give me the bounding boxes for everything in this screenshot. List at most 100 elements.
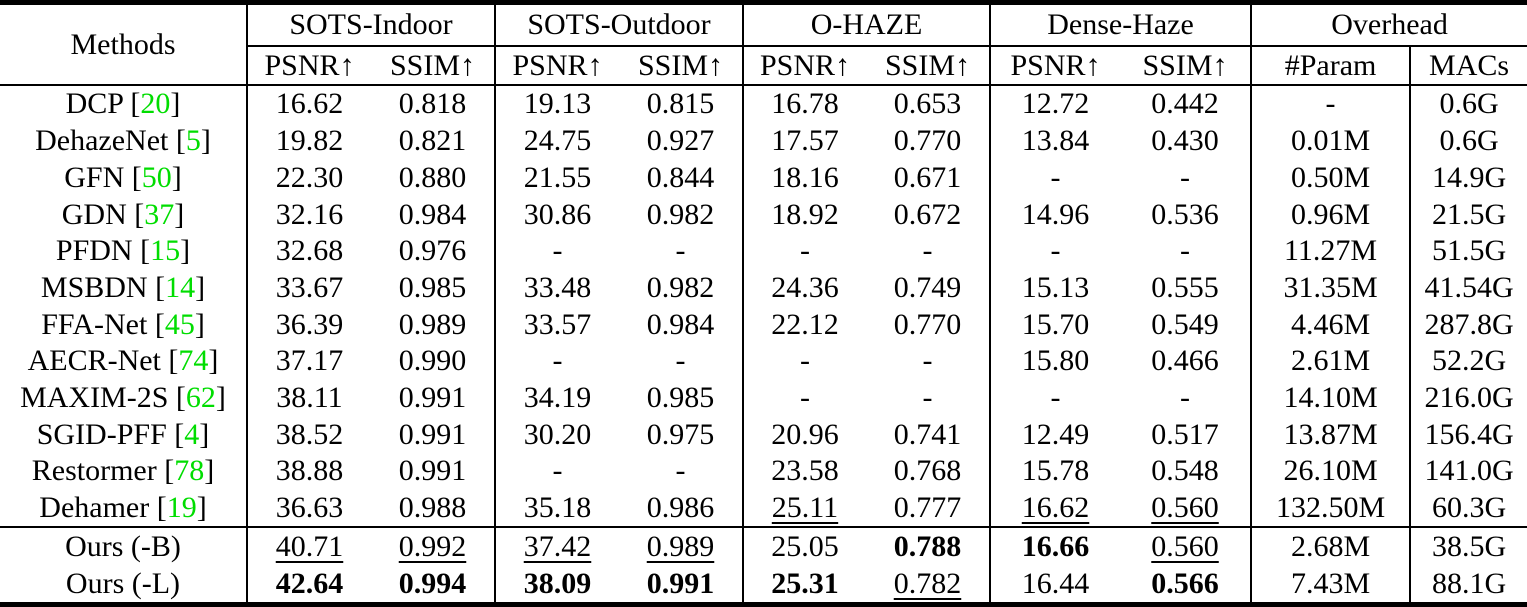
table-body: DCP [20] 16.62 0.818 19.13 0.815 16.78 0.653 12…: [0, 84, 1527, 605]
citation-link[interactable]: 20: [140, 87, 171, 121]
metric-cell: 22.12: [742, 305, 866, 343]
metric-cell: 7.43M: [1250, 564, 1411, 605]
citation-link[interactable]: 4: [184, 417, 200, 451]
metric-cell: 38.11: [246, 379, 371, 416]
metric-cell: 21.55: [494, 159, 619, 196]
metric-cell: 25.11: [742, 489, 866, 528]
metric-cell: 38.52: [246, 415, 371, 453]
method-cell: DCP [20]: [65, 87, 181, 121]
metric-cell: 0.986: [646, 491, 715, 525]
col-group-o-haze: O-HAZE: [741, 2, 991, 47]
metric-cell: 0.96M: [1250, 195, 1411, 233]
metric-cell: 0.671: [893, 160, 962, 194]
metric-cell: 42.64: [246, 564, 371, 605]
metric-cell: 13.84: [989, 122, 1121, 160]
metric-cell: 22.30: [246, 159, 371, 196]
metric-cell: 0.880: [398, 160, 467, 194]
metric-cell: 33.57: [494, 305, 619, 343]
method-cell: Restormer [78]: [31, 454, 215, 488]
metric-cell: -: [922, 344, 933, 378]
col-group-sots-outdoor: SOTS-Outdoor: [494, 2, 743, 47]
metric-cell: -: [675, 454, 686, 488]
col-header-psnr-indoor: PSNR↑: [246, 45, 371, 86]
table-row: FFA-Net [45] 36.39 0.989 33.57 0.984 22.12 0.7…: [0, 305, 1527, 343]
metric-cell: 16.62: [246, 84, 371, 123]
metric-cell: 38.09: [494, 564, 619, 605]
col-group-sots-indoor: SOTS-Indoor: [246, 2, 495, 47]
metric-cell: 15.80: [989, 342, 1121, 380]
method-cell: FFA-Net [45]: [41, 307, 205, 341]
metric-cell: 32.68: [246, 232, 371, 270]
table-row: GDN [37] 32.16 0.984 30.86 0.982 18.92 0.672 14…: [0, 195, 1527, 233]
metric-cell: 32.16: [246, 195, 371, 233]
metric-cell: 30.20: [494, 415, 619, 453]
metric-cell: 0.466: [1151, 344, 1219, 378]
citation-link[interactable]: 45: [164, 307, 195, 341]
metric-cell: 38.5G: [1409, 526, 1527, 565]
metric-cell: 15.13: [989, 269, 1121, 306]
method-cell: MSBDN [14]: [40, 270, 206, 304]
method-name: MSBDN: [40, 270, 148, 304]
metric-cell: 14.9G: [1409, 159, 1527, 196]
metric-cell: 18.92: [742, 195, 866, 233]
metric-cell: 37.17: [246, 342, 371, 380]
table-row: MAXIM-2S [62] 38.11 0.991 34.19 0.985- - - -14.…: [0, 379, 1527, 416]
method-cell: PFDN [15]: [55, 234, 191, 268]
metric-cell: 0.548: [1151, 454, 1219, 488]
method-name: AECR-Net: [27, 344, 161, 378]
method-cell: Ours (-B): [0, 526, 247, 565]
citation-link[interactable]: 14: [165, 270, 196, 304]
citation-link[interactable]: 19: [166, 491, 197, 525]
metric-cell: 0.770: [893, 307, 962, 341]
col-header-psnr-outdoor: PSNR↑: [494, 45, 619, 86]
metric-cell: 0.566: [1151, 566, 1219, 600]
metric-cell: 0.6G: [1409, 84, 1527, 123]
method-name: GDN: [61, 197, 127, 231]
method-name: Ours (-B): [65, 530, 181, 564]
citation-link[interactable]: 15: [150, 234, 181, 268]
metric-cell: 15.70: [989, 305, 1121, 343]
metric-cell: 0.672: [893, 197, 962, 231]
metric-cell: 0.517: [1151, 417, 1219, 451]
sub-header-row: PSNR↑ SSIM↑ PSNR↑ SSIM↑ PSNR↑ SSIM↑ PSNR…: [0, 45, 1527, 86]
metric-cell: 2.61M: [1250, 342, 1411, 380]
metric-cell: 60.3G: [1409, 489, 1527, 528]
metric-cell: 0.989: [398, 307, 467, 341]
table-row: Ours (-B) 40.71 0.992 37.42 0.989 25.05 0.788 1…: [0, 526, 1527, 565]
metric-cell: 0.984: [398, 197, 467, 231]
metric-cell: 12.49: [989, 415, 1121, 453]
metric-cell: 0.560: [1151, 491, 1219, 525]
metric-cell: -: [494, 452, 619, 490]
table-row: Ours (-L) 42.64 0.994 38.09 0.991 25.31 0.782 1…: [0, 564, 1527, 605]
metric-cell: 0.741: [893, 417, 962, 451]
metric-cell: 0.975: [646, 417, 715, 451]
metric-cell: 16.62: [989, 489, 1121, 528]
col-group-overhead: Overhead: [1250, 2, 1527, 47]
metric-cell: 19.82: [246, 122, 371, 160]
citation-link[interactable]: 37: [144, 197, 175, 231]
col-header-macs: MACs: [1409, 45, 1527, 86]
metric-cell: 34.19: [494, 379, 619, 416]
metric-cell: 287.8G: [1409, 305, 1527, 343]
method-cell: DehazeNet [5]: [35, 124, 211, 158]
metric-cell: -: [742, 342, 866, 380]
citation-link[interactable]: 50: [141, 160, 172, 194]
citation-link[interactable]: 5: [185, 124, 201, 158]
metric-cell: 19.13: [494, 84, 619, 123]
method-name: Dehamer: [39, 491, 150, 525]
metric-cell: 41.54G: [1409, 269, 1527, 306]
metric-cell: -: [989, 379, 1121, 416]
citation-link[interactable]: 74: [178, 344, 209, 378]
metric-cell: 14.10M: [1250, 379, 1411, 416]
metric-cell: 0.6G: [1409, 122, 1527, 160]
metric-cell: 0.985: [646, 381, 715, 415]
metric-cell: -: [1180, 160, 1191, 194]
metric-cell: 25.05: [742, 526, 866, 565]
metric-cell: 30.86: [494, 195, 619, 233]
citation-link[interactable]: 62: [185, 381, 216, 415]
table-row: SGID-PFF [4] 38.52 0.991 30.20 0.975 20.96 0.7…: [0, 415, 1527, 453]
method-cell: Ours (-L): [0, 565, 247, 605]
citation-link[interactable]: 78: [174, 454, 205, 488]
table-row: DCP [20] 16.62 0.818 19.13 0.815 16.78 0.653 12…: [0, 84, 1527, 123]
